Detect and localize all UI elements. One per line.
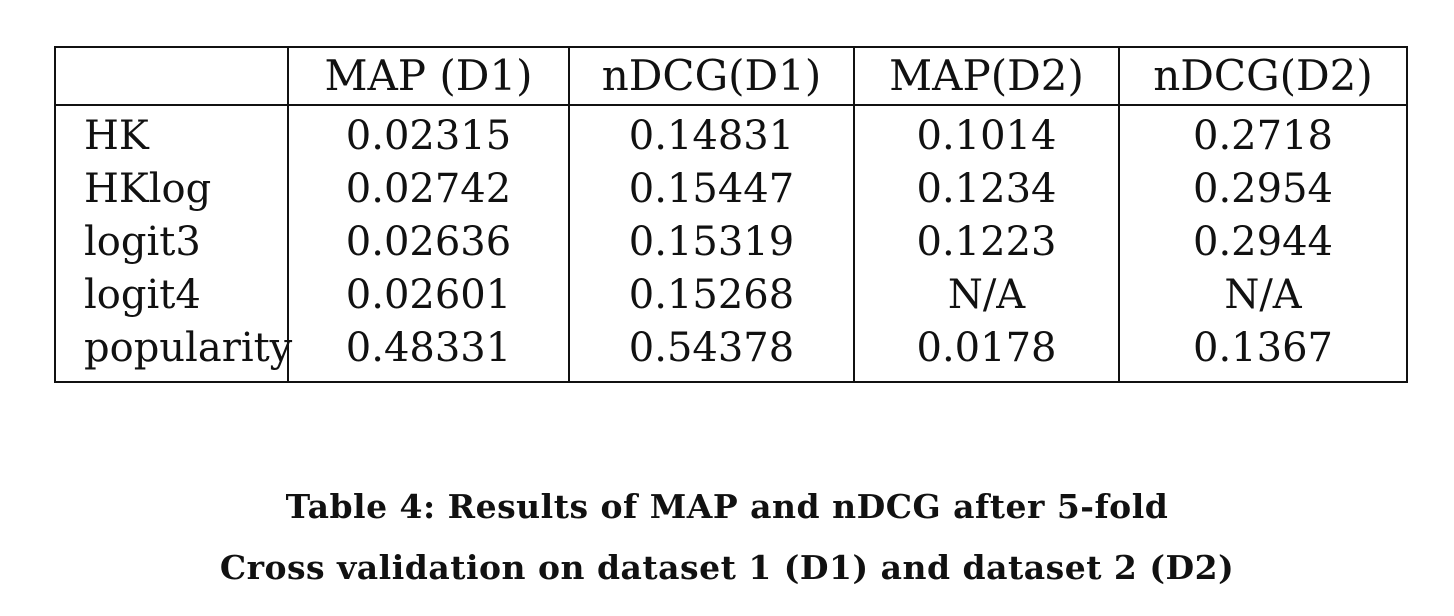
row-label: logit3 [84,219,201,265]
table-cell: N/A [1118,269,1407,322]
row-label: logit4 [84,272,201,318]
header-ndcg-d2: nDCG(D2) [1118,47,1407,106]
table-cell: 0.2944 [1118,216,1407,269]
table-row: logit3 0.02636 0.15319 0.1223 0.2944 [55,216,1407,269]
table-row: HKlog 0.02742 0.15447 0.1234 0.2954 [55,163,1407,216]
header-map-d2: MAP(D2) [853,47,1119,106]
header-map-d1: MAP (D1) [287,47,569,106]
row-label: HK [84,113,149,159]
table-cell: 0.1223 [853,216,1119,269]
table-cell: 0.02315 [287,105,569,163]
table-cell: 0.15319 [568,216,854,269]
header-ndcg-d1: nDCG(D1) [568,47,854,106]
table-cell: 0.0178 [853,322,1119,382]
table-cell: 0.02636 [287,216,569,269]
row-label: HKlog [84,166,212,212]
table-cell: 0.02601 [287,269,569,322]
table-row: popularity 0.48331 0.54378 0.0178 0.1367 [55,322,1407,382]
row-label: popularity [84,325,293,371]
table-header-row: MAP (D1) nDCG(D1) MAP(D2) nDCG(D2) [55,47,1407,106]
table-cell: 0.2718 [1118,105,1407,163]
results-table: MAP (D1) nDCG(D1) MAP(D2) nDCG(D2) HK 0.… [54,46,1408,383]
table-row: HK 0.02315 0.14831 0.1014 0.2718 [55,105,1407,163]
table-cell: 0.1234 [853,163,1119,216]
table-cell: 0.48331 [287,322,569,382]
table-caption-line-2: Cross validation on dataset 1 (D1) and d… [219,548,1235,587]
table-cell: 0.54378 [568,322,854,382]
table-cell: 0.1367 [1118,322,1407,382]
results-table-container: MAP (D1) nDCG(D1) MAP(D2) nDCG(D2) HK 0.… [54,46,1408,383]
header-corner [55,47,288,106]
table-cell: 0.2954 [1118,163,1407,216]
table-cell: 0.14831 [568,105,854,163]
table-cell: 0.1014 [853,105,1119,163]
table-cell: N/A [853,269,1119,322]
table-caption-line-1: Table 4: Results of MAP and nDCG after 5… [285,487,1169,526]
table-cell: 0.15447 [568,163,854,216]
table-row: logit4 0.02601 0.15268 N/A N/A [55,269,1407,322]
table-cell: 0.15268 [568,269,854,322]
table-cell: 0.02742 [287,163,569,216]
